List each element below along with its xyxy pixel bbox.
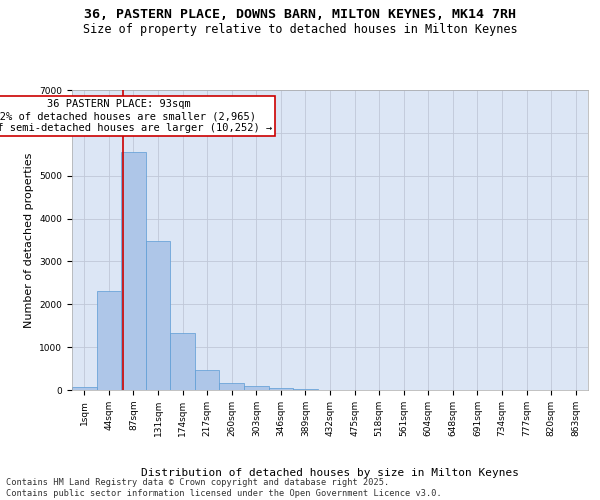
Bar — [97, 292, 121, 390]
Bar — [72, 386, 97, 390]
Bar — [195, 370, 220, 390]
Text: 36 PASTERN PLACE: 93sqm
← 22% of detached houses are smaller (2,965)
77% of semi: 36 PASTERN PLACE: 93sqm ← 22% of detache… — [0, 100, 272, 132]
Bar — [121, 152, 146, 390]
Bar — [244, 386, 269, 390]
Y-axis label: Number of detached properties: Number of detached properties — [24, 152, 34, 328]
Text: Distribution of detached houses by size in Milton Keynes: Distribution of detached houses by size … — [141, 468, 519, 477]
Bar — [170, 334, 195, 390]
Bar — [146, 242, 170, 390]
Bar — [269, 388, 293, 390]
Text: Contains HM Land Registry data © Crown copyright and database right 2025.
Contai: Contains HM Land Registry data © Crown c… — [6, 478, 442, 498]
Text: Size of property relative to detached houses in Milton Keynes: Size of property relative to detached ho… — [83, 22, 517, 36]
Text: 36, PASTERN PLACE, DOWNS BARN, MILTON KEYNES, MK14 7RH: 36, PASTERN PLACE, DOWNS BARN, MILTON KE… — [84, 8, 516, 20]
Bar — [220, 384, 244, 390]
